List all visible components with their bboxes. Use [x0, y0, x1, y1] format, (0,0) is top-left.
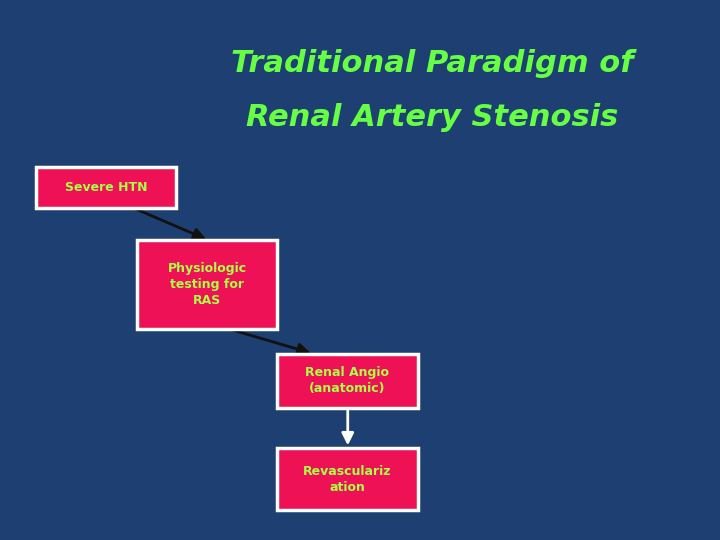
- Text: Physiologic
testing for
RAS: Physiologic testing for RAS: [168, 262, 246, 307]
- FancyBboxPatch shape: [277, 354, 418, 408]
- FancyBboxPatch shape: [277, 448, 418, 510]
- Text: Renal Angio
(anatomic): Renal Angio (anatomic): [305, 366, 390, 395]
- FancyBboxPatch shape: [36, 167, 176, 208]
- Text: Traditional Paradigm of: Traditional Paradigm of: [230, 49, 634, 78]
- FancyBboxPatch shape: [137, 240, 277, 329]
- Text: Severe HTN: Severe HTN: [65, 181, 148, 194]
- Text: Revasculariz
ation: Revasculariz ation: [303, 465, 392, 494]
- Text: Renal Artery Stenosis: Renal Artery Stenosis: [246, 103, 618, 132]
